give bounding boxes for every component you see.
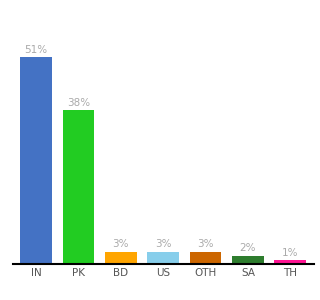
Bar	[147, 252, 179, 264]
Bar	[20, 58, 52, 264]
Bar	[190, 252, 221, 264]
Text: 38%: 38%	[67, 98, 90, 108]
Bar	[232, 256, 264, 264]
Bar	[105, 252, 137, 264]
Bar	[63, 110, 94, 264]
Text: 1%: 1%	[282, 248, 299, 257]
Text: 3%: 3%	[155, 239, 172, 249]
Text: 51%: 51%	[25, 45, 48, 55]
Text: 3%: 3%	[113, 239, 129, 249]
Text: 3%: 3%	[197, 239, 214, 249]
Bar	[275, 260, 306, 264]
Text: 2%: 2%	[240, 244, 256, 254]
